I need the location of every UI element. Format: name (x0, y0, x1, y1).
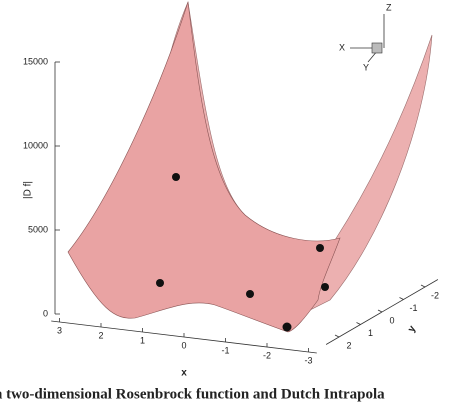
y-tick (399, 297, 404, 300)
y-tick-label: -2 (431, 290, 439, 300)
surface (67, 0, 433, 333)
point (156, 279, 164, 287)
y-tick-label: 2 (346, 340, 351, 350)
triad-label: Z (386, 2, 392, 12)
point (246, 290, 254, 298)
z-tick-label: 5000 (28, 224, 48, 234)
caption: n two-dimensional Rosenbrock function an… (0, 386, 385, 402)
y-tick-label: -1 (409, 303, 417, 313)
x-tick-label: -1 (221, 345, 229, 355)
y-tick (420, 284, 426, 288)
point (316, 244, 324, 252)
surface-front (67, 1, 341, 333)
x-axis-label: x (181, 368, 187, 379)
triad-label: Y (363, 62, 369, 72)
x-tick-label: -3 (304, 355, 312, 365)
z-axis-label: |D f| (23, 181, 34, 199)
point (172, 173, 180, 181)
y-tick (377, 309, 383, 313)
y-tick (356, 322, 361, 325)
y-tick (334, 334, 340, 338)
x-tick-label: 2 (98, 330, 103, 340)
x-tick-label: 3 (57, 325, 62, 335)
y-axis-label: y (406, 324, 419, 335)
y-tick-label: 0 (389, 315, 394, 325)
y-tick-label: 1 (368, 328, 373, 338)
z-tick-label: 15000 (23, 56, 48, 66)
x-tick-label: 1 (140, 335, 145, 345)
data-points (156, 173, 329, 332)
point (321, 283, 329, 291)
point (282, 322, 292, 332)
x-tick-label: 0 (181, 340, 186, 350)
orientation-triad: Z X Y (339, 2, 392, 72)
x-tick-label: -2 (263, 350, 271, 360)
triad-cube (371, 42, 383, 54)
z-tick-label: 10000 (23, 140, 48, 150)
z-tick-label: 0 (43, 308, 48, 318)
triad-label: X (339, 42, 345, 52)
